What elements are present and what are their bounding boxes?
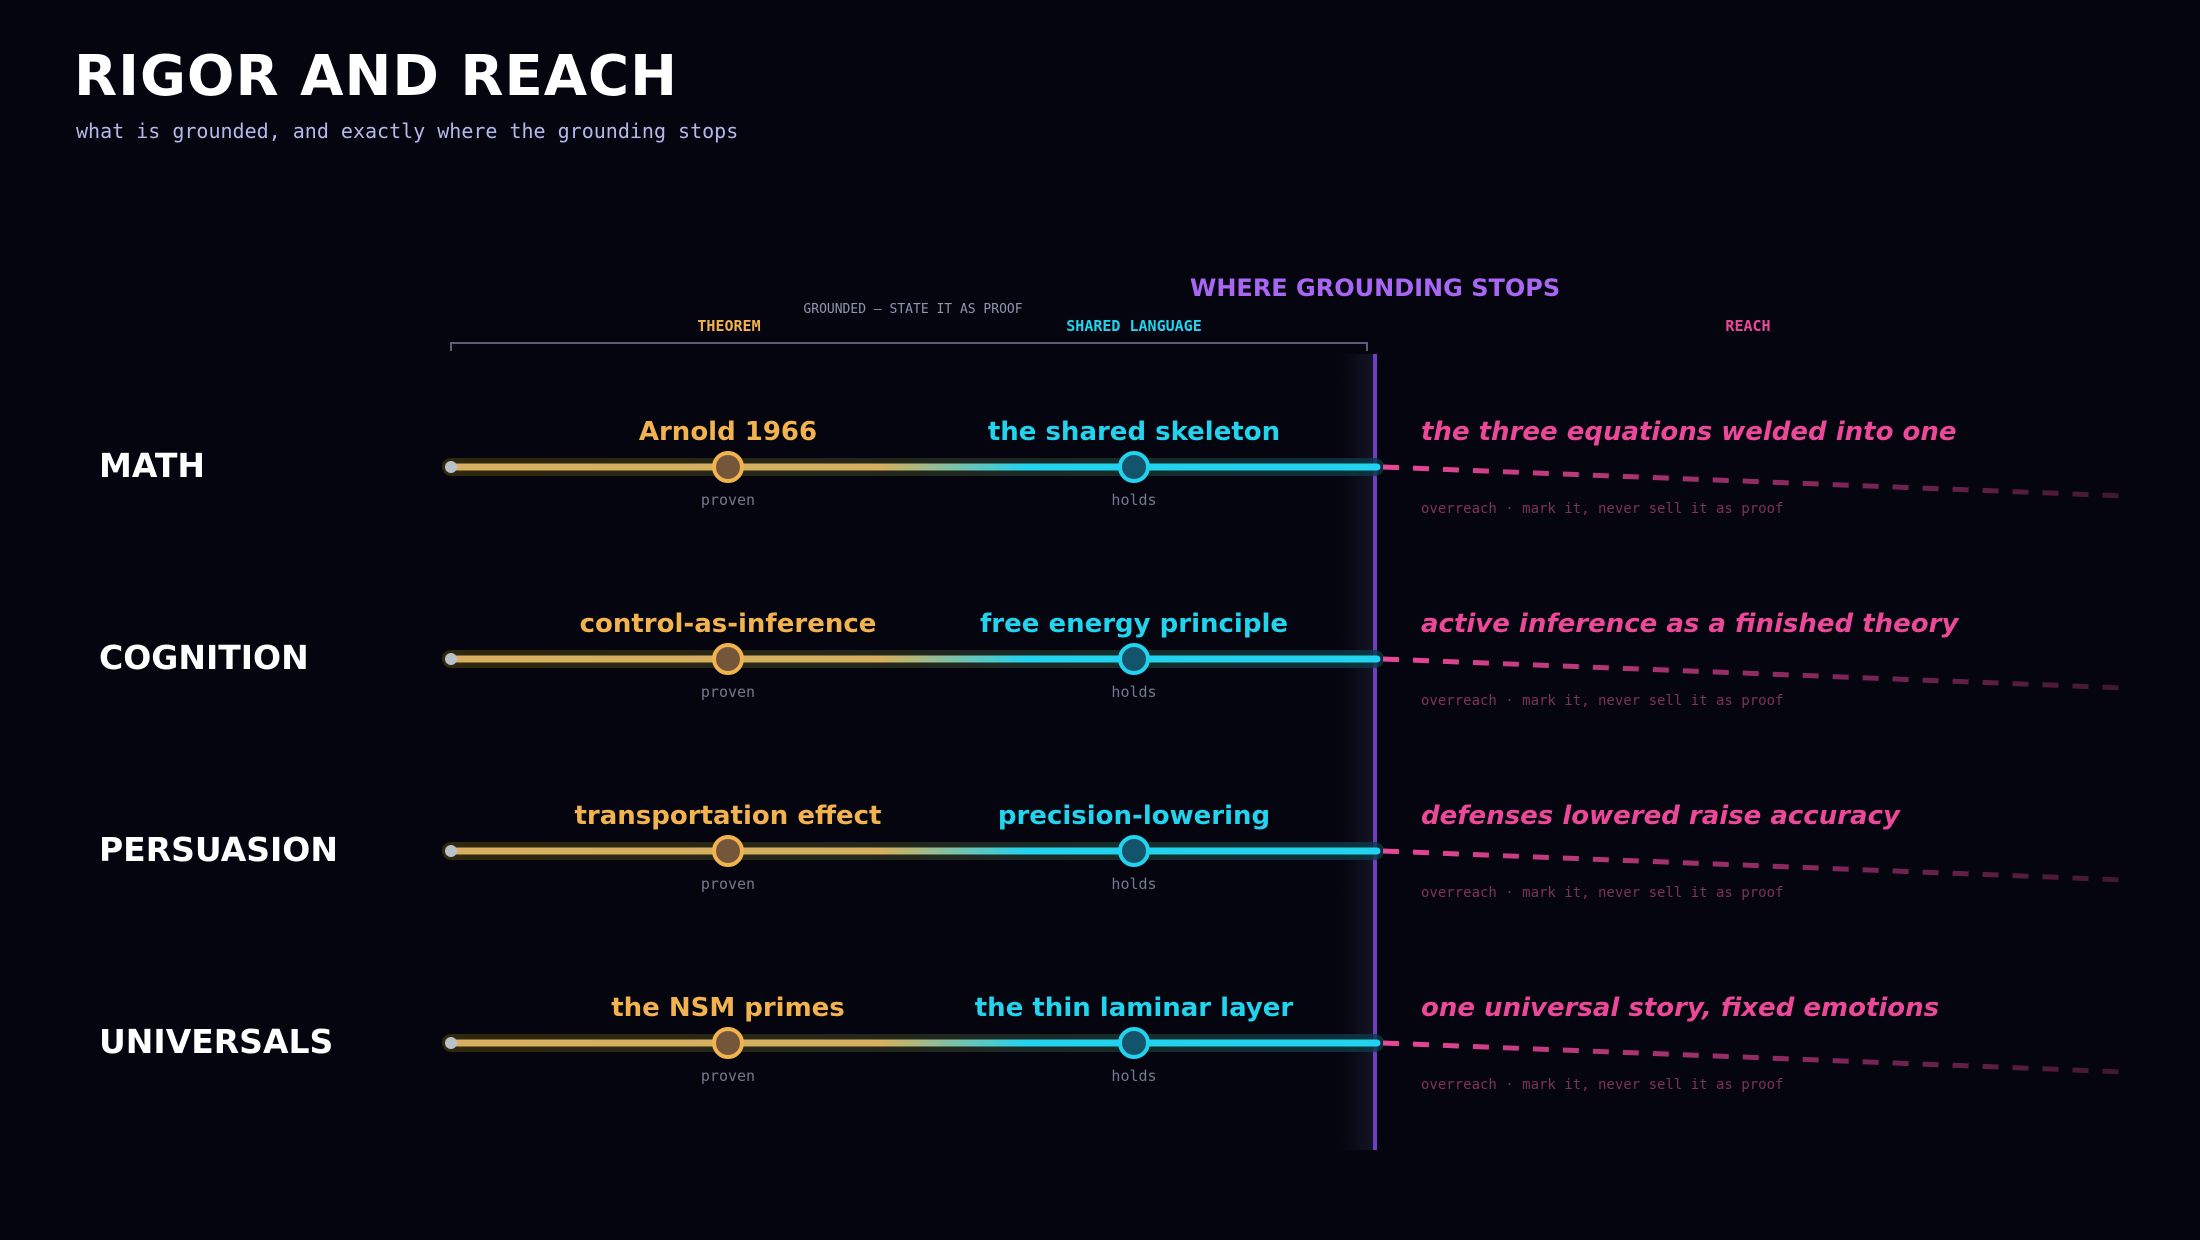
theorem-status: proven [701, 875, 755, 893]
page-title: RIGOR AND REACH [74, 44, 679, 109]
shared-label: the thin laminar layer [975, 993, 1294, 1023]
theorem-column-label: THEOREM [697, 317, 760, 335]
reach-label: the three equations welded into one [1421, 417, 1957, 447]
shared-node [1118, 451, 1150, 483]
grounding-stops-label: WHERE GROUNDING STOPS [1190, 274, 1560, 302]
grounded-label: GROUNDED — STATE IT AS PROOF [803, 302, 1022, 317]
domain-label: UNIVERSALS [99, 1022, 333, 1061]
shared-label: free energy principle [980, 609, 1288, 639]
reach-note: overreach · mark it, never sell it as pr… [1421, 1077, 1783, 1093]
track-start-dot [445, 653, 457, 665]
row-cognition: COGNITION control-as-inference proven free … [99, 609, 2126, 709]
reach-note: overreach · mark it, never sell it as pr… [1421, 693, 1783, 709]
reach-column-label: REACH [1725, 317, 1770, 335]
shared-status: holds [1111, 683, 1156, 701]
theorem-status: proven [701, 683, 755, 701]
reach-dashed-line [1382, 656, 2126, 691]
grounded-bracket [450, 342, 1368, 351]
theorem-status: proven [701, 1067, 755, 1085]
shared-label: the shared skeleton [988, 417, 1280, 447]
boundary-shade [1340, 354, 1375, 1150]
reach-dashed-line [1382, 848, 2126, 883]
shared-language-column-label: SHARED LANGUAGE [1066, 317, 1201, 335]
theorem-label: Arnold 1966 [639, 417, 817, 447]
row-math: MATH Arnold 1966 proven the shared skeleton… [99, 417, 2126, 517]
theorem-label: the NSM primes [611, 993, 845, 1023]
reach-note: overreach · mark it, never sell it as pr… [1421, 885, 1783, 901]
shared-status: holds [1111, 875, 1156, 893]
domain-label: PERSUASION [99, 830, 338, 869]
reach-dashed-line [1382, 464, 2126, 499]
shared-label: precision-lowering [998, 801, 1270, 831]
column-header: GROUNDED — STATE IT AS PROOF THEOREM SHA… [450, 274, 1771, 351]
track-start-dot [445, 461, 457, 473]
theorem-label: transportation effect [575, 801, 882, 831]
theorem-status: proven [701, 491, 755, 509]
row-persuasion: PERSUASION transportation effect proven pre… [99, 801, 2126, 901]
theorem-node [712, 451, 744, 483]
shared-status: holds [1111, 1067, 1156, 1085]
track-start-dot [445, 845, 457, 857]
shared-status: holds [1111, 491, 1156, 509]
theorem-node [712, 835, 744, 867]
reach-label: one universal story, fixed emotions [1421, 993, 1939, 1023]
track-start-dot [445, 1037, 457, 1049]
domain-label: COGNITION [99, 638, 309, 677]
domain-label: MATH [99, 446, 205, 485]
theorem-node [712, 1027, 744, 1059]
shared-node [1118, 835, 1150, 867]
shared-node [1118, 643, 1150, 675]
shared-node [1118, 1027, 1150, 1059]
rows-layer: MATH Arnold 1966 proven the shared skeleton… [99, 417, 2126, 1093]
page-subtitle: what is grounded, and exactly where the … [76, 119, 739, 143]
theorem-label: control-as-inference [580, 609, 877, 639]
reach-label: defenses lowered raise accuracy [1421, 801, 1901, 831]
reach-dashed-line [1382, 1040, 2126, 1075]
reach-note: overreach · mark it, never sell it as pr… [1421, 501, 1783, 517]
theorem-node [712, 643, 744, 675]
row-universals: UNIVERSALS the NSM primes proven the thin l… [99, 993, 2126, 1093]
reach-label: active inference as a finished theory [1421, 609, 1959, 639]
